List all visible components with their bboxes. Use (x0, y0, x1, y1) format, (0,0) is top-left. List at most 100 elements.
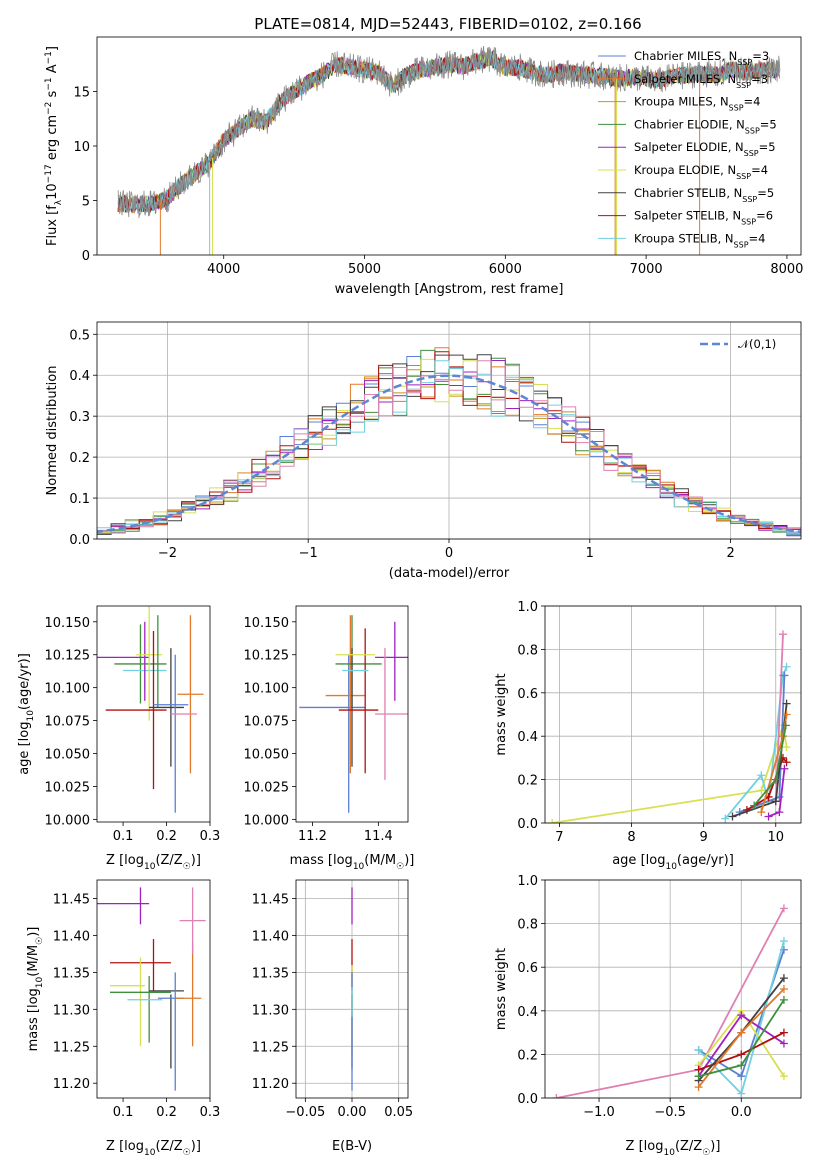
y-tick-label: 11.20 (252, 1077, 289, 1092)
y-tick-label: 11.35 (252, 966, 289, 981)
y-axis-label: Normed distribution (45, 366, 60, 496)
figure-title: PLATE=0814, MJD=52443, FIBERID=0102, z=0… (254, 15, 641, 33)
axes-frame (96, 879, 211, 1099)
y-tick-label: 11.25 (53, 1040, 90, 1055)
x-tick-label: 8 (627, 830, 635, 845)
y-tick-label: 10.000 (244, 813, 290, 828)
series-marker (771, 797, 780, 806)
series-marker (737, 1061, 746, 1070)
x-axis-label: age [log10(age/yr)] (612, 853, 734, 872)
label-part: )] (404, 853, 414, 868)
label-part: ☉ (702, 1148, 710, 1158)
label-part: ☉ (183, 1148, 191, 1158)
legend-sub: SSP (737, 58, 752, 67)
legend-label: Salpeter ELODIE, N (634, 140, 744, 154)
x-axis-label: Z [log10(Z/Z☉)] (106, 1139, 201, 1158)
x-tick-label: 11.4 (364, 829, 393, 844)
y-tick-label: 10.025 (244, 780, 290, 795)
legend-label: Chabrier ELODIE, N (634, 117, 745, 131)
label-part: (Z/Z (155, 1139, 182, 1154)
label-part: 10 (353, 862, 365, 872)
x-tick-label: −2 (158, 546, 177, 561)
y-tick-label: 15 (73, 86, 90, 101)
y-tick-label: 1.0 (517, 874, 538, 889)
series-marker (780, 764, 789, 773)
label-part: age [log (612, 853, 665, 868)
legend-entry: 𝒩(0,1) (738, 337, 776, 351)
label-part: ☉ (35, 937, 45, 945)
errorbar-point (114, 624, 167, 704)
series-marker (782, 743, 791, 752)
label-part: Flux [f (45, 205, 60, 246)
legend-label: Chabrier STELIB, N (634, 186, 742, 200)
legend-label: Kroupa STELIB, N (634, 231, 734, 245)
series-marker (779, 1072, 788, 1081)
label-part: )] (26, 927, 41, 937)
x-tick-label: 6000 (489, 262, 522, 277)
mass-vs-ebv-panel: −0.05 0.00 0.05 11.20 11.25 11.30 11.35 11.40 11… (252, 879, 413, 1154)
label-part: (M/M (364, 853, 396, 868)
grid (545, 879, 801, 1099)
series-marker (779, 1039, 788, 1048)
series-marker (778, 630, 787, 639)
series-lines (552, 904, 788, 1098)
x-tick-label: 1 (586, 546, 594, 561)
series-marker (757, 771, 766, 780)
legend-value: =4 (749, 231, 766, 245)
mass-weight-vs-z-panel: −1.0 −0.5 0.0 0.0 0.2 0.4 0.6 0.8 1.0 mass weight… (494, 874, 802, 1158)
series-marker (779, 1028, 788, 1037)
x-tick-label: 0.1 (113, 1105, 134, 1120)
legend-sub: SSP (744, 149, 759, 158)
label-part: (age/yr)] (17, 653, 32, 710)
x-tick-label: 7000 (630, 262, 663, 277)
series-marker (782, 699, 791, 708)
legend-label: Chabrier MILES, N (634, 49, 737, 63)
label-part: )] (191, 1139, 201, 1154)
legend-value: =5 (760, 117, 777, 131)
x-tick-label: 11.2 (298, 829, 327, 844)
y-tick-label: 11.40 (53, 929, 90, 944)
y-tick-label: 11.40 (252, 929, 289, 944)
x-axis-label: Z [log10(Z/Z☉)] (106, 853, 201, 872)
age-vs-mass-panel: 11.2 11.4 10.000 10.025 10.050 10.075 10.100 10… (244, 605, 414, 872)
x-tick-label: 10 (767, 830, 784, 845)
legend-entry: Salpeter STELIB, NSSP=6 (634, 209, 773, 227)
series-marker (737, 1072, 746, 1081)
label-part: 10 (665, 862, 677, 872)
legend-entry: Kroupa MILES, NSSP=4 (634, 95, 760, 113)
x-tick-label: 0.0 (731, 1105, 752, 1120)
y-tick-label: 11.20 (53, 1077, 90, 1092)
label-part: A (45, 64, 60, 77)
data-spectrum-line (117, 45, 781, 219)
label-part: (M/M (26, 945, 41, 977)
x-axis-label: (data-model)/error (389, 566, 510, 581)
series-marker (694, 1083, 703, 1092)
x-tick-label: 9 (700, 830, 708, 845)
label-part: Z [log (626, 1139, 664, 1154)
legend-entry: Kroupa ELODIE, NSSP=4 (634, 163, 768, 181)
y-tick-label: 10.125 (244, 649, 290, 664)
mass-weight-vs-age-panel: 7 8 9 10 0.0 0.2 0.4 0.6 0.8 1.0 mass weight age [l… (494, 600, 802, 872)
legend-sub: SSP (736, 172, 751, 181)
y-tick-label: 0.4 (517, 730, 538, 745)
y-tick-label: 5 (82, 195, 90, 210)
label-part: s (45, 90, 60, 101)
y-tick-label: 11.25 (252, 1040, 289, 1055)
label-part: age [log (17, 722, 32, 775)
legend-label: Kroupa ELODIE, N (634, 163, 736, 177)
legend-sub: SSP (745, 126, 760, 135)
series-marker (721, 814, 730, 823)
label-part: −17 (44, 164, 54, 183)
label-part: −2 (44, 102, 54, 115)
y-tick-label: 11.30 (53, 1003, 90, 1018)
y-tick-label: 11.45 (53, 892, 90, 907)
y-tick-label: 0.6 (517, 687, 538, 702)
x-tick-label: 4000 (207, 262, 240, 277)
series-marker (694, 1046, 703, 1055)
y-tick-label: 10.025 (45, 780, 91, 795)
label-part: ☉ (183, 862, 191, 872)
x-tick-label: 0.2 (156, 829, 177, 844)
series-marker (750, 801, 759, 810)
errorbars (97, 887, 206, 1091)
series-marker (779, 995, 788, 1004)
